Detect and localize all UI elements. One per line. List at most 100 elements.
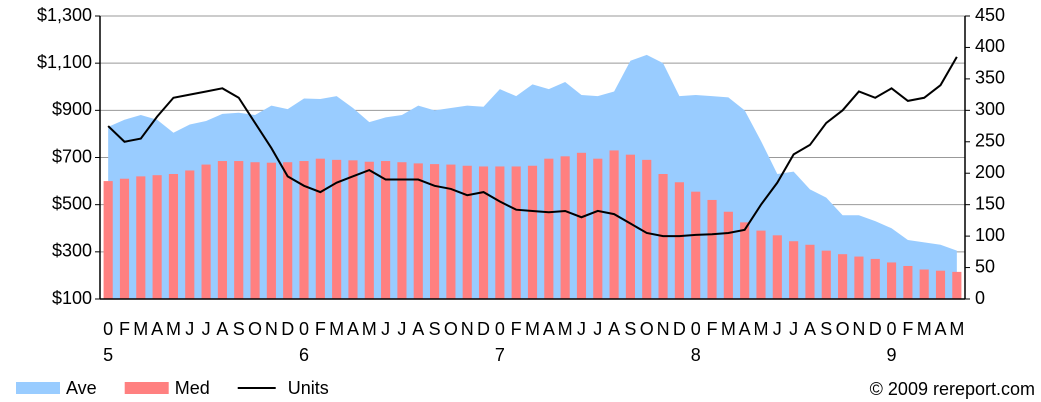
x-tick-label: 0 (299, 319, 309, 339)
bar (593, 158, 603, 299)
x-tick-label: 0 (495, 319, 505, 339)
year-label: 8 (691, 345, 701, 365)
bar (511, 166, 521, 299)
y-tick-label: $700 (52, 146, 92, 166)
bar (446, 164, 456, 299)
x-tick-label: M (525, 319, 540, 339)
bar (136, 176, 146, 299)
x-tick-label: N (461, 319, 474, 339)
bar (430, 164, 440, 299)
line (107, 56, 958, 238)
bar (838, 254, 848, 299)
x-tick-label: N (852, 319, 865, 339)
y-tick-label: $500 (52, 193, 92, 213)
x-tick-label: M (721, 319, 736, 339)
x-tick-label: M (949, 319, 964, 339)
y2-tick-label: 300 (975, 99, 1005, 119)
x-tick-label: S (820, 319, 832, 339)
bar (364, 161, 374, 299)
x-tick-label: M (133, 319, 148, 339)
bar (625, 154, 635, 299)
x-tick-label: M (362, 319, 377, 339)
bar (560, 156, 570, 299)
bar (397, 162, 407, 299)
year-label: 9 (887, 345, 897, 365)
bar (723, 211, 733, 299)
bar (152, 175, 162, 299)
x-tick-label: F (119, 319, 130, 339)
x-tick-label: J (577, 319, 586, 339)
bar (201, 164, 211, 299)
bar (772, 235, 782, 299)
bar (381, 161, 391, 299)
bar (789, 241, 799, 299)
bar (527, 165, 538, 299)
bar (332, 159, 342, 299)
y2-tick-label: 100 (975, 225, 1005, 245)
bar (413, 163, 423, 299)
legend-label: Ave (66, 378, 97, 398)
bar (691, 191, 701, 299)
x-tick-label: A (804, 319, 816, 339)
bar (576, 152, 587, 299)
bar (805, 244, 815, 299)
bar (609, 150, 619, 299)
bar (103, 181, 113, 299)
y2-tick-label: 200 (975, 162, 1005, 182)
x-tick-label: D (281, 319, 294, 339)
y-tick-label: $900 (52, 99, 92, 119)
x-tick-label: S (429, 319, 441, 339)
x-tick-label: J (773, 319, 782, 339)
x-tick-label: A (216, 319, 228, 339)
x-tick-label: M (917, 319, 932, 339)
x-tick-label: 0 (691, 319, 701, 339)
x-tick-label: N (265, 319, 278, 339)
year-label: 7 (495, 345, 505, 365)
year-label: 5 (103, 345, 113, 365)
y2-tick-label: 400 (975, 36, 1005, 56)
x-tick-label: O (836, 319, 850, 339)
bar (919, 269, 929, 299)
bar (886, 262, 897, 299)
bar (348, 160, 358, 299)
x-tick-label: D (477, 319, 490, 339)
bar (234, 161, 244, 299)
bar (870, 258, 880, 299)
x-tick-label: J (381, 319, 390, 339)
x-tick-label: J (397, 319, 406, 339)
bar (903, 265, 913, 299)
x-tick-label: S (233, 319, 245, 339)
bar (674, 182, 684, 299)
bar (935, 270, 946, 299)
bar (642, 159, 652, 299)
x-tick-label: A (739, 319, 751, 339)
y2-tick-label: 0 (975, 288, 985, 308)
x-tick-label: A (608, 319, 620, 339)
x-tick-label: M (166, 319, 181, 339)
x-tick-label: A (412, 319, 424, 339)
x-tick-label: O (248, 319, 262, 339)
bar (250, 162, 260, 299)
y2-tick-label: 50 (975, 256, 995, 276)
bar (315, 158, 325, 299)
bar (495, 166, 505, 299)
bar (952, 271, 962, 299)
bar (740, 222, 750, 299)
x-tick-label: J (185, 319, 194, 339)
x-tick-label: A (151, 319, 163, 339)
x-tick-label: J (202, 319, 211, 339)
x-tick-label: O (444, 319, 458, 339)
y2-tick-label: 250 (975, 131, 1005, 151)
bar (168, 174, 179, 299)
bar (544, 158, 554, 299)
y2-tick-label: 150 (975, 193, 1005, 213)
x-tick-label: A (935, 319, 947, 339)
x-tick-label: D (869, 319, 882, 339)
bar (462, 165, 472, 299)
year-label: 6 (299, 345, 309, 365)
x-tick-label: F (902, 319, 913, 339)
y-tick-label: $300 (52, 241, 92, 261)
y2-tick-label: 350 (975, 68, 1005, 88)
bar (217, 161, 227, 299)
y-tick-label: $100 (52, 288, 92, 308)
